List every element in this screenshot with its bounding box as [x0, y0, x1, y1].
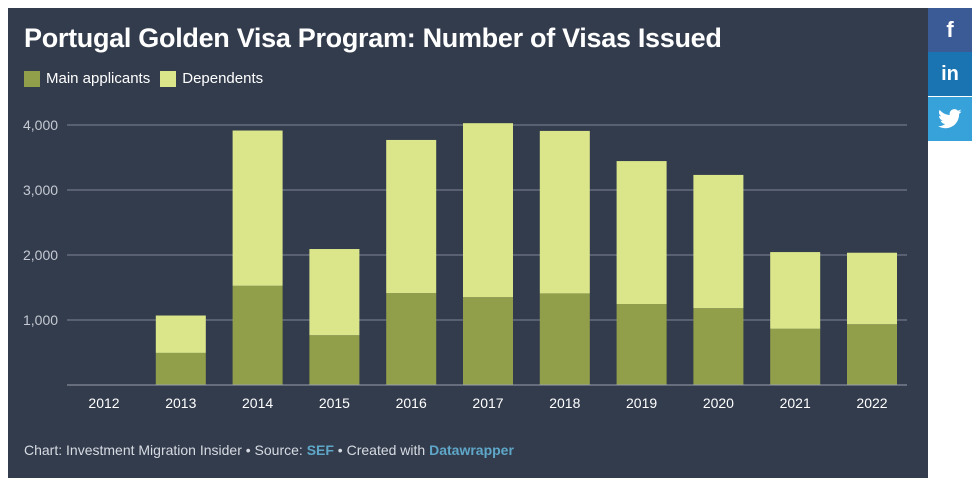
- x-tick-label: 2015: [319, 395, 350, 411]
- facebook-icon: f: [946, 17, 954, 42]
- bar-dependents: [155, 315, 206, 353]
- twitter-share-button[interactable]: [928, 97, 972, 141]
- bar-main: [693, 308, 744, 385]
- x-tick-label: 2018: [549, 395, 580, 411]
- x-tick-label: 2012: [88, 395, 119, 411]
- y-tick-label: 2,000: [23, 247, 58, 263]
- legend-item-dependents: Dependents: [160, 70, 263, 87]
- x-tick-label: 2021: [780, 395, 811, 411]
- chart-title: Portugal Golden Visa Program: Number of …: [24, 23, 722, 53]
- x-tick-label: 2019: [626, 395, 657, 411]
- facebook-share-button[interactable]: f: [928, 8, 972, 52]
- x-tick-label: 2013: [165, 395, 196, 411]
- x-tick-label: 2016: [396, 395, 427, 411]
- x-tick-label: 2017: [472, 395, 503, 411]
- x-tick-label: 2022: [856, 395, 887, 411]
- bar-dependents: [386, 139, 437, 294]
- x-tick-label: 2014: [242, 395, 273, 411]
- bar-main: [616, 304, 667, 385]
- y-tick-label: 3,000: [23, 182, 58, 198]
- twitter-icon: [938, 109, 962, 129]
- bar-dependents: [232, 130, 283, 286]
- bar-main: [463, 297, 513, 385]
- chart-footer: Chart: Investment Migration Insider • So…: [24, 442, 514, 458]
- legend-item-main: Main applicants: [24, 70, 150, 87]
- linkedin-icon: in: [941, 62, 959, 85]
- bar-dependents: [616, 161, 667, 305]
- source-link[interactable]: SEF: [306, 442, 334, 458]
- x-tick-label: 2020: [703, 395, 734, 411]
- bar-main: [155, 352, 206, 385]
- legend-swatch-dependents: [160, 70, 177, 87]
- legend-swatch-main: [24, 70, 40, 87]
- footer-prefix: Chart: Investment Migration Insider • So…: [24, 442, 307, 458]
- bar-main: [539, 293, 590, 385]
- bar-dependents: [770, 252, 821, 329]
- bar-main: [309, 335, 360, 385]
- chart-legend: Main applicants Dependents: [24, 70, 263, 87]
- bar-main: [386, 293, 437, 385]
- legend-label-dependents: Dependents: [182, 70, 264, 87]
- bar-dependents: [539, 130, 590, 294]
- footer-middle: • Created with: [333, 442, 430, 458]
- chart-card: Portugal Golden Visa Program: Number of …: [8, 8, 928, 478]
- bar-dependents: [847, 252, 897, 325]
- linkedin-share-button[interactable]: in: [928, 52, 972, 96]
- bar-dependents: [463, 123, 513, 298]
- y-tick-label: 4,000: [23, 117, 58, 133]
- datawrapper-link[interactable]: Datawrapper: [429, 442, 514, 458]
- bar-main: [770, 328, 821, 385]
- bar-main: [232, 285, 283, 385]
- y-tick-label: 1,000: [23, 312, 58, 328]
- bar-dependents: [693, 174, 744, 309]
- bar-dependents: [309, 249, 360, 336]
- bar-main: [847, 324, 897, 385]
- legend-label-main: Main applicants: [46, 70, 151, 87]
